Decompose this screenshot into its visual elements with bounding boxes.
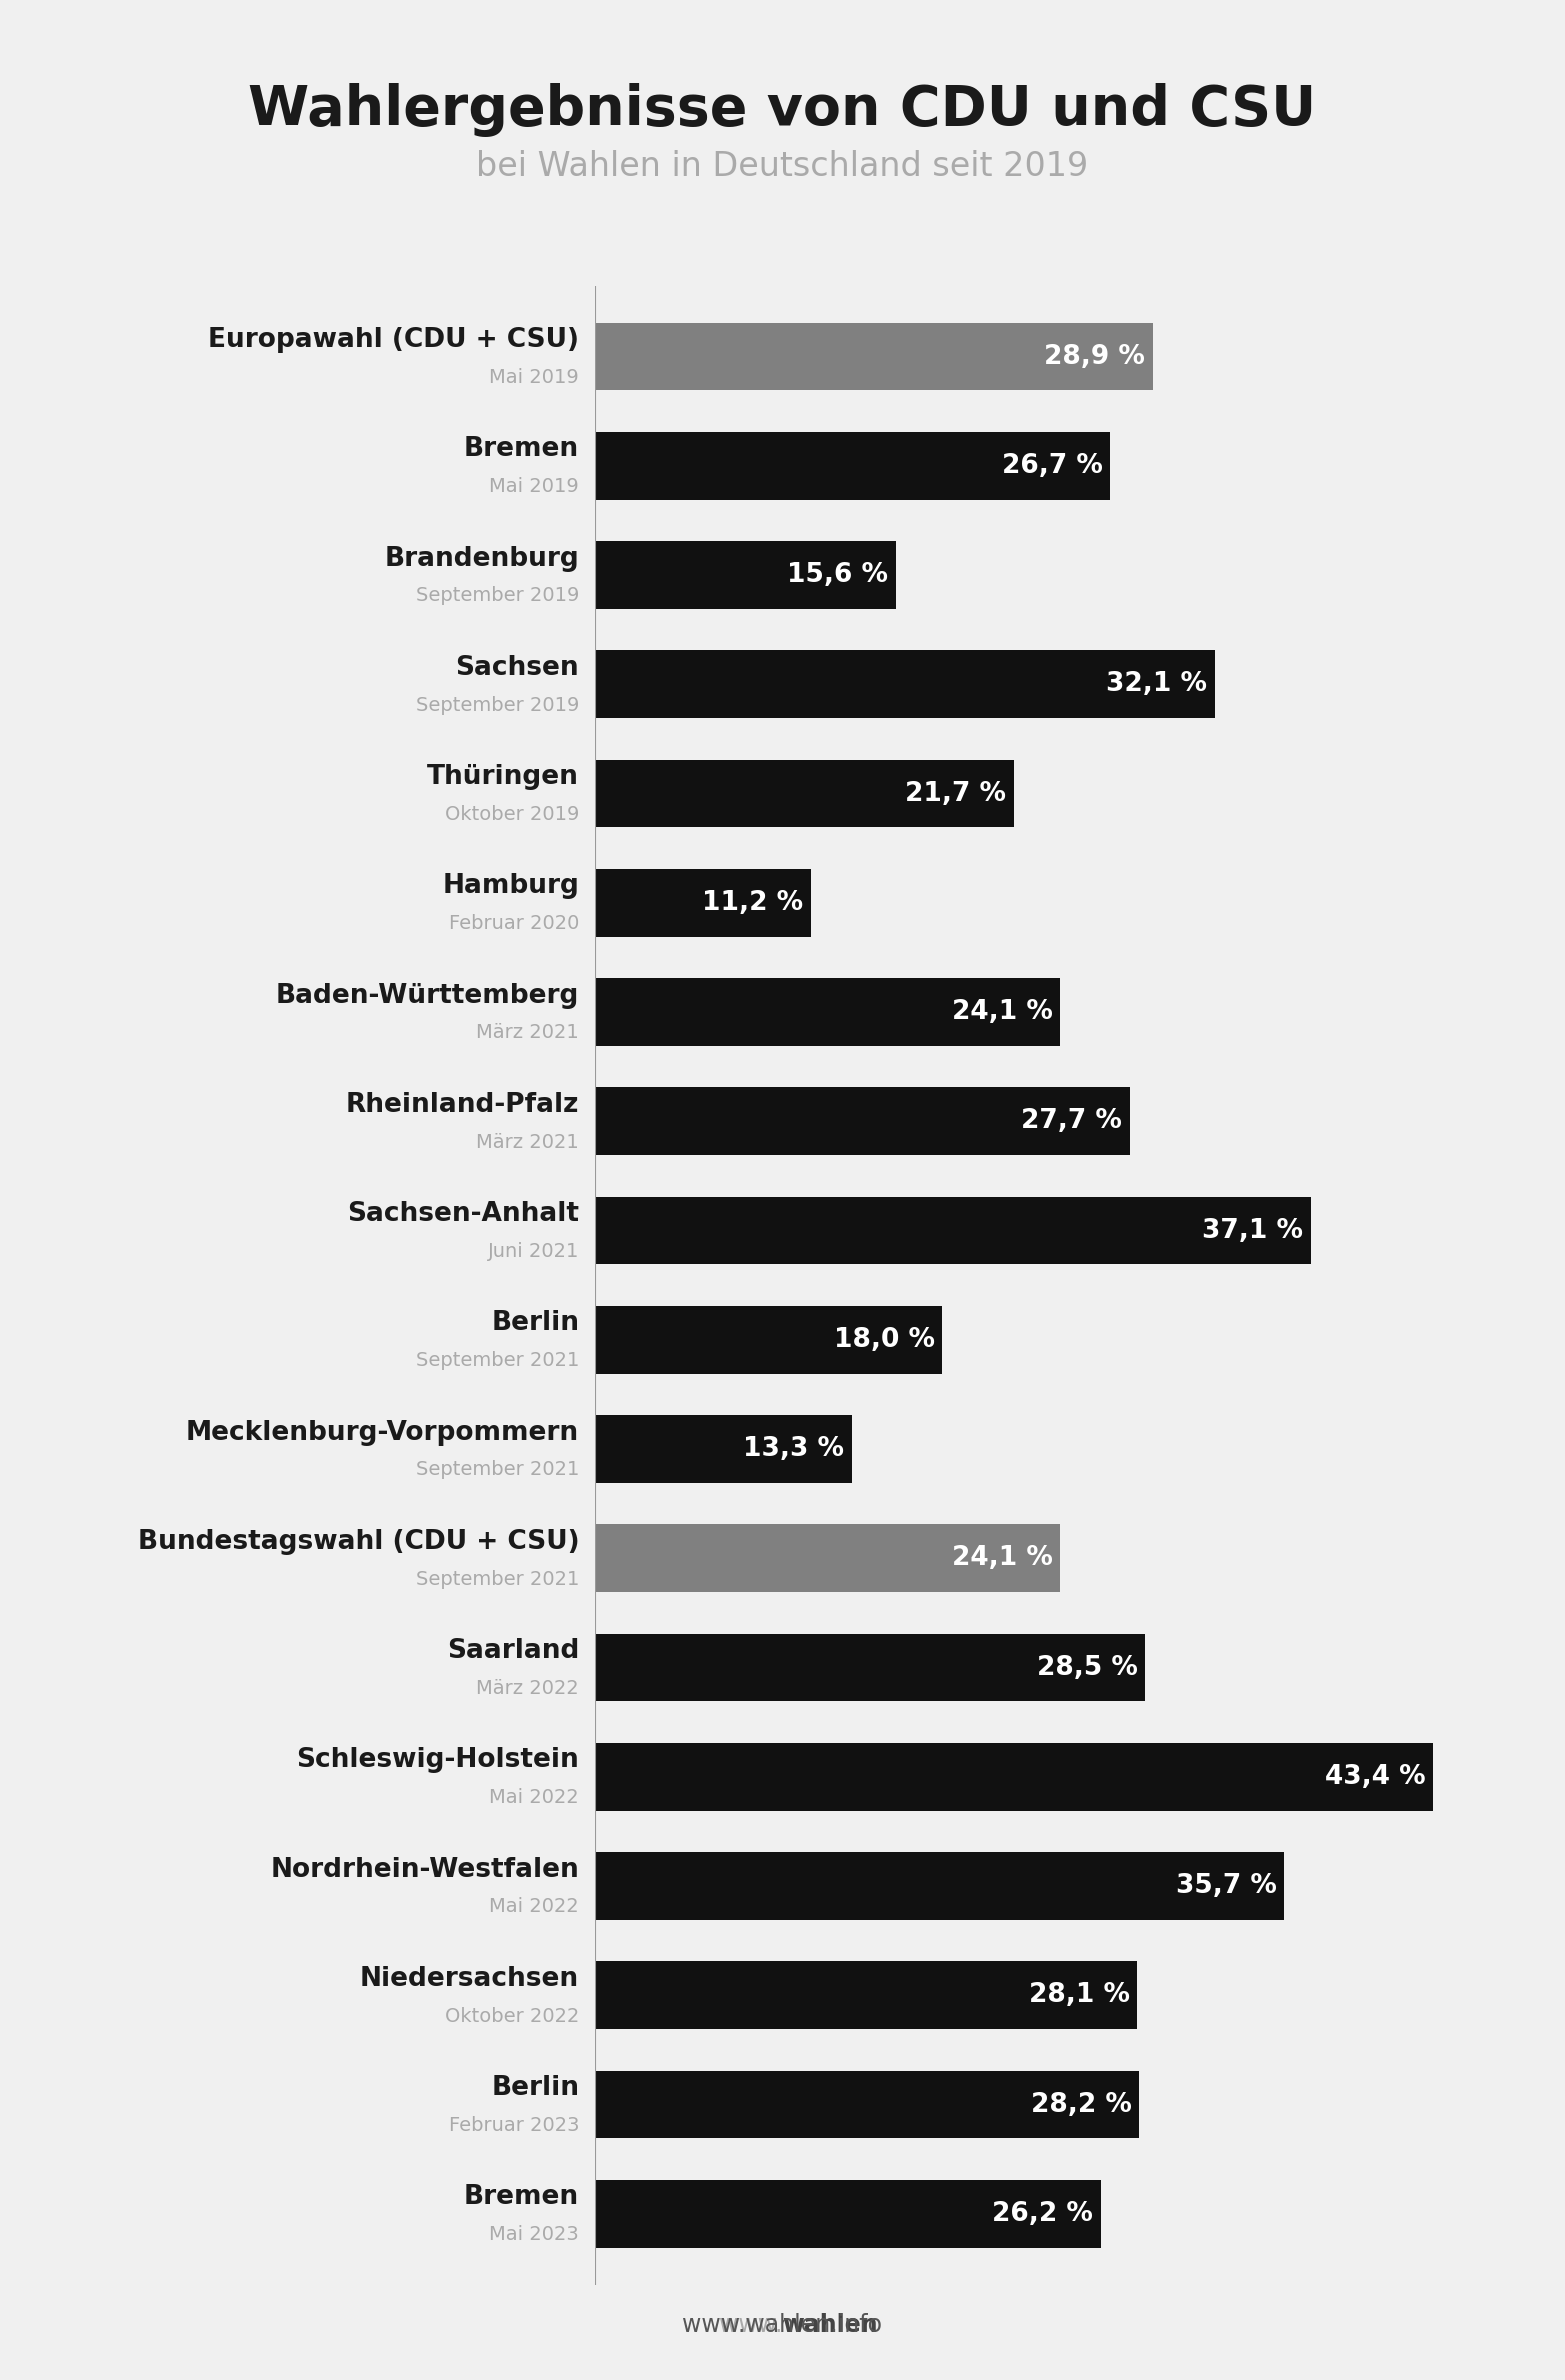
Text: Bremen: Bremen [465,2185,579,2211]
Text: 26,2 %: 26,2 % [992,2202,1092,2228]
Text: Wahlergebnisse von CDU und CSU: Wahlergebnisse von CDU und CSU [249,83,1316,138]
Text: bei Wahlen in Deutschland seit 2019: bei Wahlen in Deutschland seit 2019 [476,150,1089,183]
Bar [595,1526,1060,1592]
Text: Nordrhein-Westfalen: Nordrhein-Westfalen [271,1856,579,1883]
Text: Bundestagswahl (CDU + CSU): Bundestagswahl (CDU + CSU) [138,1528,579,1554]
Bar [595,759,1014,828]
Text: 35,7 %: 35,7 % [1175,1873,1277,1899]
Text: 28,9 %: 28,9 % [1044,343,1146,369]
Text: Thüringen: Thüringen [427,764,579,790]
Text: Berlin: Berlin [491,2075,579,2102]
Text: 43,4 %: 43,4 % [1324,1764,1426,1790]
Text: Mai 2022: Mai 2022 [490,1897,579,1916]
Text: Oktober 2022: Oktober 2022 [444,2006,579,2025]
Bar [595,1197,1311,1264]
Text: 24,1 %: 24,1 % [952,1000,1052,1026]
Text: Schleswig-Holstein: Schleswig-Holstein [296,1747,579,1773]
Bar [595,1742,1434,1811]
Text: März 2021: März 2021 [476,1133,579,1152]
Text: 27,7 %: 27,7 % [1020,1109,1122,1135]
Text: September 2021: September 2021 [416,1352,579,1371]
Text: 32,1 %: 32,1 % [1106,671,1207,697]
Text: 37,1 %: 37,1 % [1202,1219,1304,1245]
Text: wahlen: wahlen [782,2313,878,2337]
Text: 15,6 %: 15,6 % [787,562,889,588]
Text: 24,1 %: 24,1 % [952,1545,1052,1571]
Bar [595,869,811,938]
Bar [595,1307,942,1373]
Text: Bremen: Bremen [465,436,579,462]
Text: März 2022: März 2022 [476,1678,579,1697]
Text: September 2019: September 2019 [416,585,579,605]
Text: www.: www. [720,2313,782,2337]
Text: 26,7 %: 26,7 % [1002,452,1103,478]
Text: Sachsen-Anhalt: Sachsen-Anhalt [347,1202,579,1228]
Text: 28,5 %: 28,5 % [1036,1654,1138,1680]
Text: September 2021: September 2021 [416,1568,579,1587]
Text: Februar 2020: Februar 2020 [449,914,579,933]
Text: März 2021: März 2021 [476,1023,579,1042]
Text: Mecklenburg-Vorpommern: Mecklenburg-Vorpommern [186,1421,579,1445]
Bar [595,1961,1138,2030]
Bar [595,324,1153,390]
Text: Hamburg: Hamburg [443,873,579,900]
Text: Europawahl (CDU + CSU): Europawahl (CDU + CSU) [208,326,579,352]
Text: Mai 2022: Mai 2022 [490,1787,579,1806]
Text: Oktober 2019: Oktober 2019 [444,804,579,823]
Bar [595,1633,1146,1702]
Bar [595,978,1060,1045]
Text: Sachsen: Sachsen [455,654,579,681]
Bar [595,1088,1130,1154]
Bar [595,1416,851,1483]
Text: Juni 2021: Juni 2021 [488,1242,579,1261]
Text: Rheinland-Pfalz: Rheinland-Pfalz [346,1092,579,1119]
Text: 21,7 %: 21,7 % [905,781,1006,807]
Text: 13,3 %: 13,3 % [743,1435,844,1461]
Text: September 2019: September 2019 [416,695,579,714]
Bar [595,650,1214,719]
Bar [595,2180,1100,2247]
Text: 28,2 %: 28,2 % [1031,2092,1131,2118]
Text: Brandenburg: Brandenburg [385,545,579,571]
Text: Niedersachsen: Niedersachsen [360,1966,579,1992]
Text: Berlin: Berlin [491,1311,579,1338]
Bar [595,2071,1139,2137]
Text: Februar 2023: Februar 2023 [449,2116,579,2135]
Text: September 2021: September 2021 [416,1461,579,1480]
Text: Mai 2023: Mai 2023 [490,2225,579,2244]
Text: 11,2 %: 11,2 % [703,890,803,916]
Text: Mai 2019: Mai 2019 [490,369,579,388]
Bar [595,540,897,609]
Bar [595,433,1110,500]
Text: Mai 2019: Mai 2019 [490,476,579,495]
Text: Baden-Württemberg: Baden-Württemberg [275,983,579,1009]
Bar [595,1852,1285,1921]
Text: Saarland: Saarland [448,1637,579,1664]
Text: www.​wahlen​.info: www.​wahlen​.info [682,2313,883,2337]
Text: 18,0 %: 18,0 % [834,1326,934,1352]
Text: 28,1 %: 28,1 % [1028,1983,1130,2009]
